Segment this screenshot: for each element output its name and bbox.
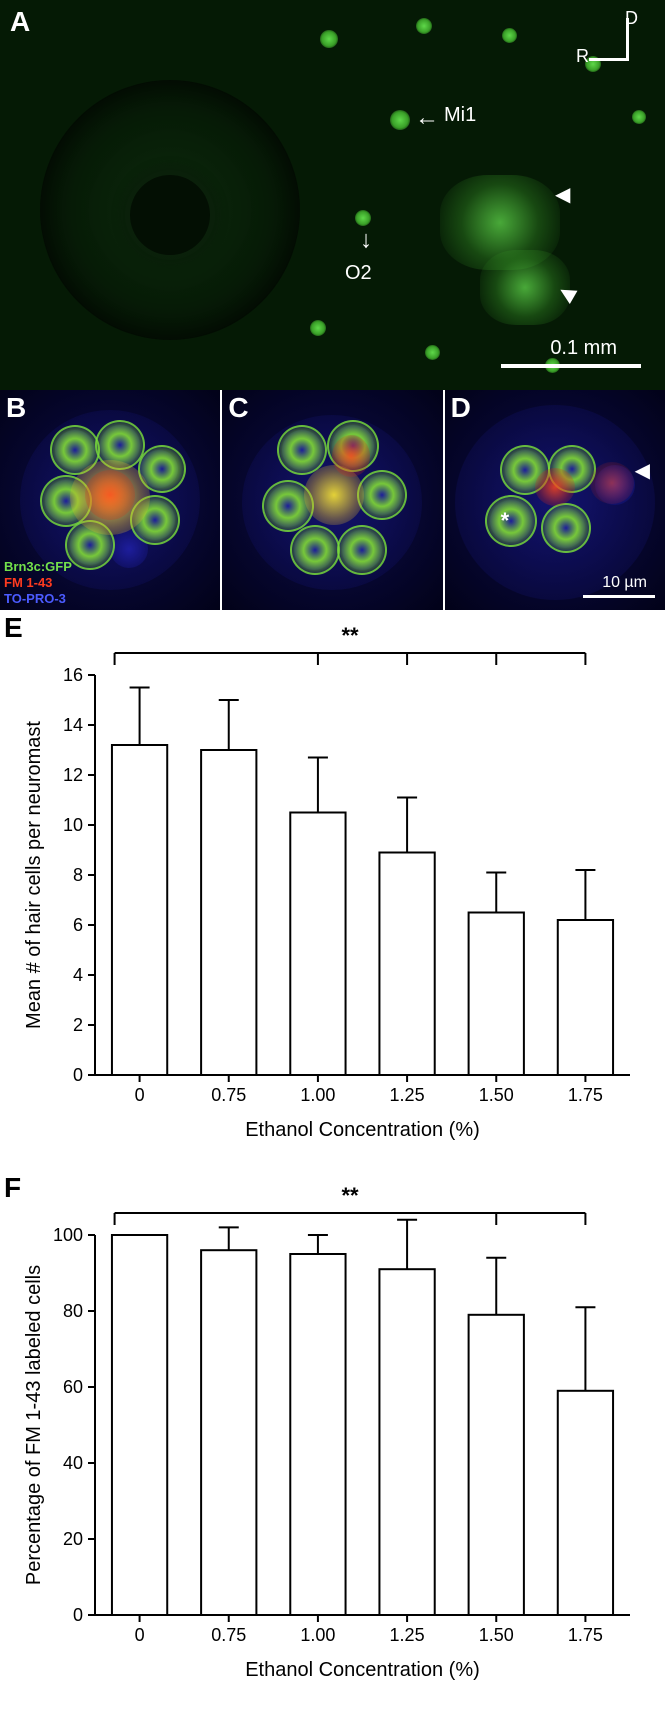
svg-text:2: 2: [73, 1015, 83, 1035]
scalebar: [501, 364, 641, 368]
svg-text:**: **: [341, 623, 359, 648]
neuromast-dot: [425, 345, 440, 360]
chart-f-wrap: F 0 20 40 60 80 100 0 0.75 1.00 1.25 1.50 1.75 Ethan…: [0, 1170, 665, 1710]
svg-text:0: 0: [73, 1605, 83, 1625]
svg-text:Ethanol Concentration (%): Ethanol Concentration (%): [245, 1659, 480, 1681]
svg-text:1.00: 1.00: [300, 1625, 335, 1645]
panels-bcd-row: B Brn3c:GFP FM 1-43 TO-PRO-3 C: [0, 390, 665, 610]
eye-region: [40, 80, 300, 340]
svg-text:0: 0: [73, 1065, 83, 1085]
arrowhead-icon: ◀: [635, 458, 650, 483]
svg-text:1.50: 1.50: [479, 1625, 514, 1645]
svg-text:1.00: 1.00: [300, 1085, 335, 1105]
svg-text:Percentage of FM 1-43 labeled: Percentage of FM 1-43 labeled cells: [23, 1265, 45, 1585]
svg-text:Mean # of hair cells per neuro: Mean # of hair cells per neuromast: [23, 721, 45, 1029]
neuromast-dot: [416, 18, 432, 34]
chart-e: 0 2 4 6 8 10 12 14 16 0 0.75 1.00 1.25 1.50 1.75 Ethano…: [20, 620, 645, 1150]
mi1-label: Mi1: [444, 104, 476, 127]
panel-c: C: [220, 390, 442, 610]
neuromast-dot: [502, 28, 517, 43]
legend-fm: FM 1-43: [4, 575, 52, 590]
chart-f-label: F: [4, 1172, 21, 1204]
legend-gfp: Brn3c:GFP: [4, 559, 72, 574]
svg-text:80: 80: [63, 1301, 83, 1321]
svg-text:12: 12: [63, 765, 83, 785]
panel-d: * ◀ D 10 µm: [443, 390, 665, 610]
svg-text:10: 10: [63, 815, 83, 835]
svg-text:0: 0: [135, 1085, 145, 1105]
svg-text:Ethanol Concentration (%): Ethanol Concentration (%): [245, 1119, 480, 1141]
figure: A D R ← Mi1 ← O2 ◀ ◀ 0.1 mm: [0, 0, 665, 1710]
neuromast-mi1: [390, 110, 410, 130]
svg-text:0.75: 0.75: [211, 1625, 246, 1645]
svg-text:60: 60: [63, 1377, 83, 1397]
chart-e-wrap: E 0 2 4 6 8 10 12 14 16 0 0.75 1.00 1.25 1.50 1.75 Etha…: [0, 610, 665, 1170]
asterisk-marker: *: [501, 508, 510, 534]
scalebar-label: 10 µm: [602, 574, 647, 592]
orientation-compass: D R: [585, 12, 645, 72]
svg-text:1.50: 1.50: [479, 1085, 514, 1105]
scalebar-label: 0.1 mm: [550, 337, 617, 360]
svg-text:16: 16: [63, 665, 83, 685]
arrow-icon: ←: [415, 104, 439, 132]
panel-a-label: A: [10, 6, 30, 38]
chart-e-label: E: [4, 612, 23, 644]
panel-d-label: D: [451, 392, 471, 424]
svg-text:**: **: [341, 1183, 359, 1208]
svg-text:20: 20: [63, 1529, 83, 1549]
o2-label: O2: [345, 262, 372, 285]
panel-b-label: B: [6, 392, 26, 424]
chart-f: 0 20 40 60 80 100 0 0.75 1.00 1.25 1.50 1.75 Ethanol…: [20, 1180, 645, 1690]
svg-text:8: 8: [73, 865, 83, 885]
panel-b: B Brn3c:GFP FM 1-43 TO-PRO-3: [0, 390, 220, 610]
arrowhead-icon: ◀: [555, 182, 570, 207]
legend-topro: TO-PRO-3: [4, 591, 66, 606]
compass-r: R: [576, 46, 589, 67]
svg-text:4: 4: [73, 965, 83, 985]
svg-text:0.75: 0.75: [211, 1085, 246, 1105]
neuromast-o2: [355, 210, 371, 226]
otic-blob: [480, 250, 570, 325]
svg-text:100: 100: [53, 1225, 83, 1245]
svg-text:14: 14: [63, 715, 83, 735]
compass-d: D: [625, 8, 638, 29]
neuromast-dot: [320, 30, 338, 48]
panel-c-label: C: [228, 392, 248, 424]
arrow-icon: ←: [349, 229, 377, 253]
svg-text:6: 6: [73, 915, 83, 935]
scalebar: [583, 595, 655, 598]
neuromast-dot: [632, 110, 646, 124]
svg-text:0: 0: [135, 1625, 145, 1645]
svg-text:40: 40: [63, 1453, 83, 1473]
svg-text:1.75: 1.75: [568, 1625, 603, 1645]
svg-text:1.25: 1.25: [390, 1625, 425, 1645]
svg-text:1.75: 1.75: [568, 1085, 603, 1105]
svg-text:1.25: 1.25: [390, 1085, 425, 1105]
neuromast-dot: [310, 320, 326, 336]
panel-a: A D R ← Mi1 ← O2 ◀ ◀ 0.1 mm: [0, 0, 665, 390]
